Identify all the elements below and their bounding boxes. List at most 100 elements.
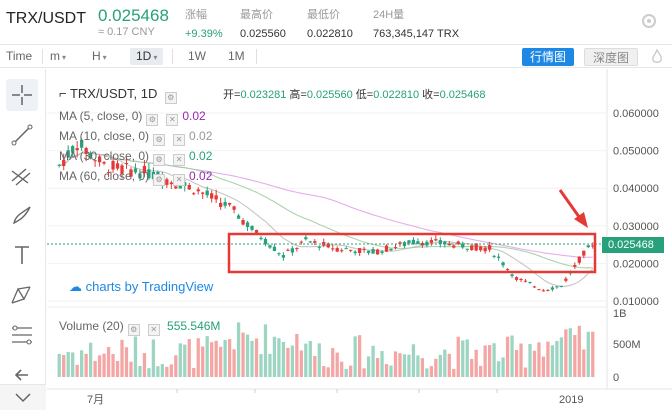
time-button[interactable]: Time [6, 49, 33, 63]
brush-tool[interactable] [6, 199, 38, 231]
volume-bar [344, 368, 348, 377]
ma-label: MA (60, close, 0) [59, 169, 150, 183]
volume-bar [62, 355, 66, 377]
time-tick-label: 2019 [559, 394, 583, 406]
candle-body [362, 248, 366, 250]
candle-body [295, 247, 299, 249]
candle-body [479, 246, 483, 251]
volume-bar [151, 339, 156, 377]
volume-bar [254, 338, 259, 377]
candle-body [71, 146, 75, 153]
settings-icon[interactable]: ⚙ [127, 324, 140, 336]
volume-bar [178, 343, 182, 377]
volume-bar [174, 355, 178, 377]
volume-bar [555, 340, 559, 377]
candle-body [407, 240, 411, 244]
candle-body [66, 150, 70, 158]
candle-body [241, 220, 245, 225]
pattern-tool[interactable] [6, 279, 38, 311]
candle-body [582, 250, 586, 256]
low-label: 低= [355, 89, 374, 101]
candle-body [214, 195, 218, 200]
volume-bar [304, 343, 308, 377]
candle-body [232, 206, 236, 210]
chart-canvas[interactable]: 0.060000 0.050000 0.040000 0.030000 0.020000… [47, 69, 672, 410]
high-value: 0.025560 [306, 89, 353, 101]
day-dropdown[interactable]: 1D ▾ [130, 48, 164, 65]
candle-body [57, 164, 61, 166]
candle-body [510, 274, 514, 277]
ticker-header: TRX/USDT 0.025468 ≈ 0.17 CNY 涨幅 +9.39% 最… [0, 0, 672, 42]
candle-body [75, 148, 79, 151]
volume-bar [232, 349, 236, 377]
candle-body [196, 189, 200, 192]
volume-bar [223, 339, 227, 377]
volume-bar [483, 345, 487, 377]
pair-title[interactable]: TRX/USDT [6, 10, 86, 27]
trendline-icon [11, 124, 33, 146]
close-icon[interactable]: ✕ [173, 134, 186, 146]
volume-bar [290, 345, 295, 377]
tab-market-chart[interactable]: 行情图 [522, 48, 575, 66]
chevron-down-icon: ▾ [62, 53, 67, 62]
price-tick-label: 0.040000 [613, 183, 659, 195]
volume-bar [210, 342, 214, 377]
tab-depth-chart[interactable]: 深度图 [584, 48, 639, 66]
candle-body [541, 290, 546, 292]
ma30-line [59, 152, 593, 269]
settings-icon[interactable]: ⚙ [153, 154, 166, 166]
flame-icon[interactable] [650, 49, 664, 65]
candle-body [97, 156, 102, 163]
candle-body [313, 241, 317, 243]
crosshair-tool[interactable] [6, 79, 38, 111]
settings-icon[interactable] [640, 12, 658, 30]
pitchfork-tool[interactable] [6, 159, 38, 191]
volume-bar [447, 353, 451, 377]
candle-body [470, 245, 474, 251]
text-tool[interactable] [6, 239, 38, 271]
volume-bar [510, 335, 514, 377]
collapse-toolbar-button[interactable] [0, 384, 46, 410]
price-cny: ≈ 0.17 CNY [98, 26, 155, 38]
month-button[interactable]: 1M [228, 49, 245, 63]
volume-bar [568, 328, 572, 377]
volume-bar [357, 335, 362, 377]
volume-bar [505, 336, 510, 377]
price-chart[interactable]: 0.060000 0.050000 0.040000 0.030000 0.020000… [47, 69, 672, 410]
close-icon[interactable]: ✕ [173, 174, 186, 186]
volume-bar [88, 342, 93, 377]
candle-body [353, 251, 357, 254]
volume-bar [559, 337, 564, 377]
candle-body [201, 192, 205, 194]
toolbar-divider [42, 49, 43, 64]
candle-body [366, 250, 371, 253]
close-icon[interactable]: ✕ [147, 324, 160, 336]
volume-bar [389, 365, 393, 377]
close-icon[interactable]: ✕ [166, 114, 179, 126]
candle-body [223, 201, 227, 206]
close-icon[interactable]: ✕ [173, 154, 186, 166]
collapse-legend-icon[interactable]: ⌐ [59, 86, 67, 101]
volume-bar [564, 329, 568, 377]
hour-dropdown[interactable]: H ▾ [92, 49, 107, 63]
trendline-tool[interactable] [6, 119, 38, 151]
candle-body [550, 287, 555, 290]
volume-bar [286, 347, 290, 377]
tradingview-attribution[interactable]: ☁ charts by TradingView [69, 279, 213, 295]
volume-bar [586, 331, 590, 377]
settings-icon[interactable]: ⚙ [164, 92, 177, 104]
minute-dropdown[interactable]: m ▾ [50, 49, 66, 63]
settings-icon[interactable]: ⚙ [146, 114, 159, 126]
settings-icon[interactable]: ⚙ [153, 134, 166, 146]
candle-body [205, 190, 209, 196]
candle-body [106, 172, 111, 174]
candle-body [169, 182, 173, 185]
fib-tool[interactable] [6, 319, 38, 351]
back-tool[interactable] [6, 359, 38, 391]
volume-tick-label: 0 [613, 372, 619, 384]
volume-bar [129, 361, 133, 377]
candle-body [129, 169, 133, 177]
settings-icon[interactable]: ⚙ [153, 174, 166, 186]
week-button[interactable]: 1W [188, 49, 206, 63]
volume-bar [470, 358, 474, 377]
